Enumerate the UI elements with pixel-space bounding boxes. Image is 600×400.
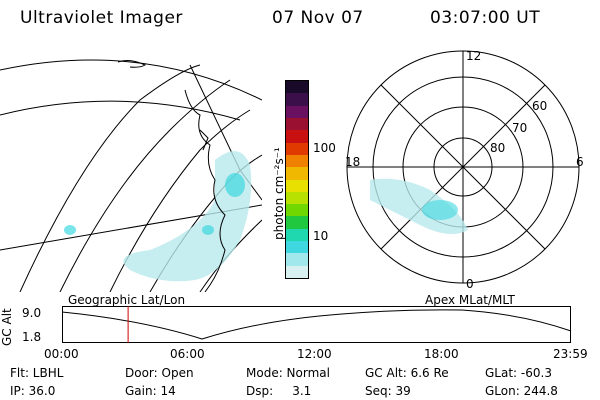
mlt-label-top: 12 (466, 49, 481, 63)
info-dsp: Dsp: 3.1 (246, 384, 312, 398)
instrument-title: Ultraviolet Imager (20, 8, 183, 28)
colorbar-stripe (286, 167, 308, 180)
info-ip: IP: 36.0 (10, 384, 56, 398)
date-label: 07 Nov 07 (272, 8, 364, 28)
colorbar-stripe (286, 154, 308, 168)
colorbar-stripe (286, 81, 308, 94)
info-door: Door: Open (125, 366, 194, 380)
colorbar-stripe (286, 241, 308, 254)
projection-label-geographic: Geographic Lat/Lon (68, 293, 186, 307)
colorbar-stripe (286, 130, 308, 143)
timeline-ylabel: GC Alt (0, 308, 14, 346)
timeline-xtick-0: 00:00 (44, 347, 79, 361)
projection-label-apex: Apex MLat/MLT (425, 293, 515, 307)
aurora-patch-geo (123, 151, 252, 282)
colorbar-stripe (286, 93, 308, 106)
lat-label-60: 60 (532, 99, 547, 113)
colorbar (285, 80, 309, 279)
timeline-xtick-4: 23:59 (553, 347, 588, 361)
lat-label-70: 70 (512, 121, 527, 135)
info-seq: Seq: 39 (365, 384, 411, 398)
lat-label-80: 80 (490, 141, 505, 155)
info-filter: Flt: LBHL (10, 366, 64, 380)
colorbar-stripe (286, 179, 308, 192)
altitude-curve (62, 309, 572, 340)
mlt-label-left: 18 (345, 155, 360, 169)
info-mode: Mode: Normal (246, 366, 330, 380)
colorbar-stripe (286, 117, 308, 131)
aurora-patch-polar (370, 178, 468, 234)
colorbar-stripe (286, 265, 308, 278)
polar-grid (346, 50, 580, 284)
colorbar-stripe (286, 216, 308, 229)
time-label: 03:07:00 UT (430, 8, 541, 28)
geographic-map (0, 59, 262, 292)
colorbar-stripe (286, 191, 308, 205)
timeline-ytick-bottom: 1.8 (22, 330, 42, 344)
polar-plot: 12 0 18 6 60 70 80 (345, 49, 584, 291)
info-glat: GLat: -60.3 (485, 366, 552, 380)
info-gc-alt: GC Alt: 6.6 Re (365, 366, 449, 380)
timeline-xtick-2: 12:00 (297, 347, 332, 361)
colorbar-stripe (286, 253, 308, 266)
colorbar-stripe (286, 204, 308, 217)
colorbar-unit-label: photon cm⁻²s⁻¹ (272, 147, 286, 240)
colorbar-stripe (286, 105, 308, 118)
timeline-plot (62, 306, 572, 343)
colorbar-stripe (286, 228, 308, 242)
colorbar-tick-100: 100 (313, 141, 336, 155)
timeline-xtick-1: 06:00 (170, 347, 205, 361)
info-glon: GLon: 244.8 (485, 384, 558, 398)
info-gain: Gain: 14 (125, 384, 176, 398)
mlt-label-right: 6 (576, 155, 584, 169)
timeline-xtick-3: 18:00 (424, 347, 459, 361)
coastline (117, 60, 226, 292)
mlt-label-bottom: 0 (466, 277, 474, 291)
timeline-ytick-top: 9.0 (22, 306, 42, 320)
colorbar-tick-10: 10 (313, 229, 329, 243)
colorbar-stripe (286, 142, 308, 155)
